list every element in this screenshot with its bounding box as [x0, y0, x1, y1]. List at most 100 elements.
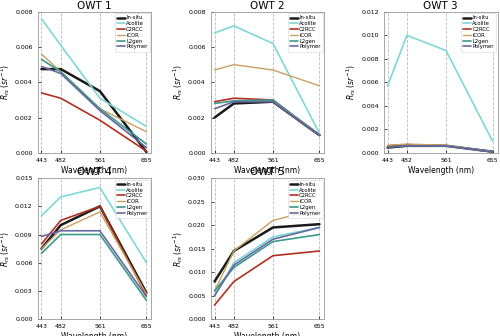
In-situ [490, 150, 496, 154]
X-axis label: Wavelength (nm): Wavelength (nm) [62, 166, 128, 174]
iCOR [144, 130, 150, 134]
L2gen [144, 298, 150, 302]
iCOR [231, 249, 237, 253]
Line: L2gen: L2gen [42, 235, 146, 300]
X-axis label: Wavelength (nm): Wavelength (nm) [234, 166, 300, 174]
Title: OWT 1: OWT 1 [77, 1, 112, 11]
Polymer [404, 144, 410, 148]
iCOR [58, 228, 64, 232]
Acolite [58, 195, 64, 199]
iCOR [270, 68, 276, 72]
In-situ [231, 249, 237, 253]
iCOR [384, 143, 390, 147]
Polymer [38, 235, 44, 239]
Line: C2RCC: C2RCC [214, 98, 320, 135]
C2RCC [270, 98, 276, 102]
Line: Acolite: Acolite [42, 19, 146, 126]
Acolite [231, 261, 237, 265]
In-situ [38, 67, 44, 71]
Line: In-situ: In-situ [42, 206, 146, 293]
Legend: In-situ, Acolite, C2RCC, iCOR, L2gen, Polymer: In-situ, Acolite, C2RCC, iCOR, L2gen, Po… [460, 13, 496, 51]
L2gen [212, 101, 218, 106]
iCOR [97, 107, 103, 111]
Polymer [97, 229, 103, 233]
C2RCC [97, 118, 103, 122]
iCOR [316, 84, 322, 88]
Acolite [58, 43, 64, 47]
Line: In-situ: In-situ [42, 69, 146, 152]
In-situ [404, 144, 410, 148]
Line: Acolite: Acolite [388, 35, 492, 141]
Line: L2gen: L2gen [42, 59, 146, 144]
L2gen [58, 70, 64, 74]
Polymer [384, 145, 390, 149]
In-situ [270, 225, 276, 229]
C2RCC [38, 91, 44, 95]
L2gen [58, 233, 64, 237]
Acolite [270, 42, 276, 46]
Legend: In-situ, Acolite, C2RCC, iCOR, L2gen, Polymer: In-situ, Acolite, C2RCC, iCOR, L2gen, Po… [114, 13, 150, 51]
In-situ [144, 291, 150, 295]
C2RCC [270, 254, 276, 258]
C2RCC [490, 150, 496, 154]
In-situ [212, 116, 218, 120]
C2RCC [316, 133, 322, 137]
Line: In-situ: In-situ [388, 146, 492, 152]
Acolite [316, 131, 322, 135]
Acolite [97, 185, 103, 190]
Line: iCOR: iCOR [214, 209, 320, 291]
iCOR [490, 150, 496, 154]
Acolite [212, 294, 218, 298]
Line: C2RCC: C2RCC [42, 93, 146, 151]
Line: Acolite: Acolite [214, 227, 320, 296]
X-axis label: Wavelength (nm): Wavelength (nm) [408, 166, 474, 174]
Polymer [58, 72, 64, 76]
Title: OWT 4: OWT 4 [77, 167, 112, 177]
In-situ [144, 150, 150, 154]
Line: C2RCC: C2RCC [388, 144, 492, 152]
iCOR [58, 70, 64, 74]
L2gen [97, 107, 103, 111]
Polymer [443, 144, 449, 148]
In-situ [212, 280, 218, 284]
X-axis label: Wavelength (nm): Wavelength (nm) [234, 332, 300, 336]
Line: Polymer: Polymer [42, 231, 146, 297]
L2gen [443, 144, 449, 148]
Acolite [38, 17, 44, 21]
Line: iCOR: iCOR [42, 212, 146, 294]
Polymer [270, 100, 276, 104]
Line: Polymer: Polymer [42, 67, 146, 148]
C2RCC [97, 204, 103, 208]
Line: Polymer: Polymer [214, 227, 320, 296]
L2gen [270, 240, 276, 244]
C2RCC [231, 280, 237, 284]
Polymer [97, 109, 103, 113]
Legend: In-situ, Acolite, C2RCC, iCOR, L2gen, Polymer: In-situ, Acolite, C2RCC, iCOR, L2gen, Po… [288, 13, 323, 51]
Acolite [404, 33, 410, 37]
Y-axis label: $R_{rs}\ (sr^{-1})$: $R_{rs}\ (sr^{-1})$ [0, 64, 12, 100]
In-situ [316, 222, 322, 226]
Line: In-situ: In-situ [214, 102, 320, 135]
Y-axis label: $R_{rs}\ (sr^{-1})$: $R_{rs}\ (sr^{-1})$ [172, 64, 185, 100]
iCOR [212, 68, 218, 72]
Polymer [144, 295, 150, 299]
Acolite [384, 84, 390, 88]
Line: iCOR: iCOR [42, 54, 146, 132]
In-situ [316, 133, 322, 137]
Polymer [231, 263, 237, 267]
L2gen [231, 265, 237, 269]
Line: L2gen: L2gen [214, 235, 320, 291]
iCOR [144, 292, 150, 296]
X-axis label: Wavelength (nm): Wavelength (nm) [62, 332, 128, 336]
Line: C2RCC: C2RCC [42, 206, 146, 296]
L2gen [97, 233, 103, 237]
Polymer [270, 237, 276, 241]
L2gen [384, 145, 390, 149]
L2gen [38, 57, 44, 61]
L2gen [212, 289, 218, 293]
C2RCC [212, 100, 218, 104]
Acolite [144, 261, 150, 265]
C2RCC [58, 96, 64, 100]
L2gen [316, 233, 322, 237]
C2RCC [144, 294, 150, 298]
